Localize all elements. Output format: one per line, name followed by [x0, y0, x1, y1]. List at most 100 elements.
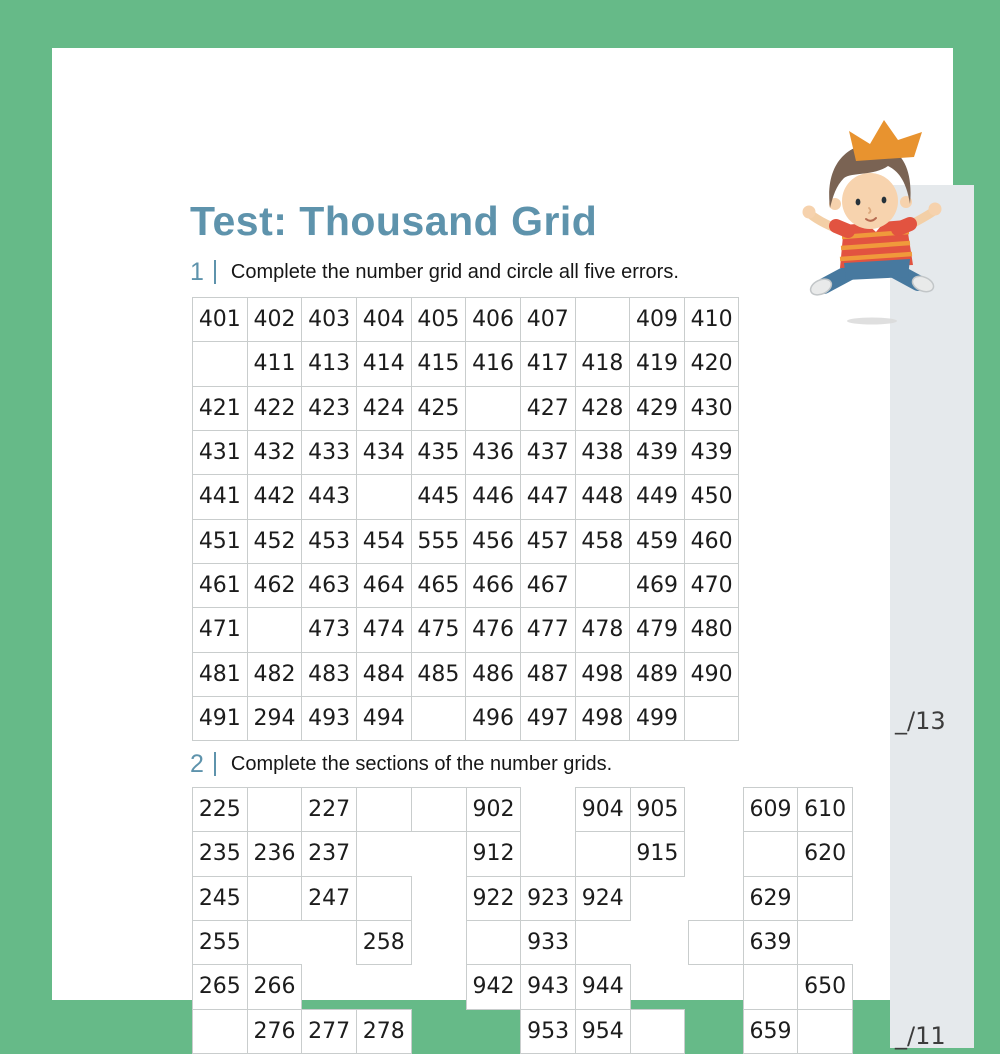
grid-cell[interactable]: 447 [519, 474, 576, 520]
grid-cell-blank[interactable] [742, 831, 799, 877]
grid-cell[interactable]: 454 [355, 518, 412, 564]
grid-cell[interactable]: 452 [246, 518, 303, 564]
grid-cell[interactable]: 431 [192, 429, 248, 476]
grid-cell[interactable]: 476 [465, 607, 521, 653]
grid-cell[interactable]: 456 [465, 518, 521, 564]
grid-cell[interactable]: 609 [742, 787, 799, 833]
grid-cell[interactable]: 471 [192, 607, 248, 653]
grid-cell-blank[interactable] [574, 831, 631, 877]
grid-cell[interactable]: 434 [355, 429, 412, 476]
grid-cell[interactable]: 265 [192, 964, 248, 1010]
grid-cell[interactable]: 420 [683, 341, 740, 387]
grid-cell[interactable]: 436 [465, 429, 521, 476]
grid-cell[interactable]: 610 [797, 787, 853, 833]
grid-cell[interactable]: 459 [629, 518, 685, 564]
grid-cell-blank[interactable] [574, 297, 631, 343]
grid-cell[interactable]: 255 [192, 919, 248, 966]
grid-cell-blank[interactable] [574, 562, 631, 609]
grid-cell[interactable]: 496 [465, 695, 521, 742]
grid-cell[interactable]: 428 [574, 385, 631, 431]
grid-cell[interactable]: 430 [683, 385, 740, 431]
grid-cell[interactable]: 477 [519, 607, 576, 653]
grid-cell[interactable]: 483 [301, 651, 357, 697]
grid-cell[interactable]: 482 [246, 651, 303, 697]
grid-cell[interactable]: 629 [742, 875, 799, 921]
grid-cell[interactable]: 943 [520, 964, 576, 1010]
grid-cell[interactable]: 469 [629, 562, 685, 609]
grid-cell[interactable]: 463 [301, 562, 357, 609]
grid-cell[interactable]: 650 [797, 964, 853, 1010]
grid-cell[interactable]: 461 [192, 562, 248, 609]
grid-cell-blank[interactable] [742, 964, 799, 1010]
grid-cell[interactable]: 278 [355, 1008, 412, 1054]
grid-cell[interactable]: 620 [797, 831, 853, 877]
grid-cell[interactable]: 915 [629, 831, 686, 877]
grid-cell[interactable]: 443 [301, 474, 357, 520]
grid-cell[interactable]: 954 [574, 1008, 631, 1054]
grid-cell[interactable]: 942 [465, 964, 522, 1010]
grid-cell[interactable]: 435 [410, 429, 467, 476]
grid-cell[interactable]: 924 [574, 875, 631, 921]
grid-cell[interactable]: 659 [742, 1008, 799, 1054]
grid-cell[interactable]: 409 [629, 297, 685, 343]
grid-cell[interactable]: 407 [519, 297, 576, 343]
grid-cell[interactable]: 247 [301, 875, 357, 921]
grid-cell[interactable]: 449 [629, 474, 685, 520]
grid-cell[interactable]: 470 [683, 562, 740, 609]
grid-cell[interactable]: 639 [742, 919, 799, 966]
grid-cell[interactable]: 415 [410, 341, 467, 387]
grid-cell[interactable]: 923 [520, 875, 576, 921]
grid-cell[interactable]: 245 [192, 875, 248, 921]
grid-cell[interactable]: 439 [683, 429, 740, 476]
grid-cell[interactable]: 448 [574, 474, 631, 520]
grid-cell-blank[interactable] [465, 919, 522, 966]
grid-cell-blank[interactable] [192, 1008, 248, 1054]
grid-cell[interactable]: 425 [410, 385, 467, 431]
grid-cell[interactable]: 458 [574, 518, 631, 564]
grid-cell[interactable]: 498 [574, 651, 631, 697]
grid-cell[interactable]: 432 [246, 429, 303, 476]
grid-cell-blank[interactable] [629, 1008, 686, 1054]
grid-cell[interactable]: 401 [192, 297, 248, 343]
grid-cell-blank[interactable] [411, 787, 467, 833]
grid-cell[interactable]: 953 [520, 1008, 576, 1054]
grid-cell-blank[interactable] [797, 1008, 853, 1054]
grid-cell[interactable]: 446 [465, 474, 521, 520]
grid-cell[interactable]: 467 [519, 562, 576, 609]
grid-cell-blank[interactable] [688, 919, 744, 966]
grid-cell[interactable]: 402 [246, 297, 303, 343]
grid-cell[interactable]: 497 [519, 695, 576, 742]
grid-cell[interactable]: 423 [301, 385, 357, 431]
grid-cell[interactable]: 441 [192, 474, 248, 520]
grid-cell[interactable]: 474 [355, 607, 412, 653]
grid-cell[interactable]: 499 [629, 695, 685, 742]
grid-cell[interactable]: 484 [355, 651, 412, 697]
grid-cell[interactable]: 421 [192, 385, 248, 431]
grid-cell[interactable]: 406 [465, 297, 521, 343]
grid-cell[interactable]: 417 [519, 341, 576, 387]
grid-cell[interactable]: 266 [246, 964, 303, 1010]
grid-cell[interactable]: 236 [246, 831, 303, 877]
grid-cell[interactable]: 491 [192, 695, 248, 742]
grid-cell[interactable]: 479 [629, 607, 685, 653]
score-field-question-2[interactable]: _/11 [895, 1022, 946, 1050]
grid-cell[interactable]: 422 [246, 385, 303, 431]
grid-cell-blank[interactable] [465, 385, 521, 431]
grid-cell[interactable]: 498 [574, 695, 631, 742]
grid-cell[interactable]: 404 [355, 297, 412, 343]
grid-cell[interactable]: 460 [683, 518, 740, 564]
score-field-question-1[interactable]: _/13 [895, 707, 946, 735]
grid-cell-blank[interactable] [410, 695, 467, 742]
grid-cell[interactable]: 485 [410, 651, 467, 697]
grid-cell[interactable]: 413 [301, 341, 357, 387]
grid-cell[interactable]: 411 [246, 341, 303, 387]
grid-cell[interactable]: 481 [192, 651, 248, 697]
grid-cell[interactable]: 237 [301, 831, 357, 877]
grid-cell[interactable]: 227 [301, 787, 357, 833]
grid-cell[interactable]: 494 [355, 695, 412, 742]
grid-cell[interactable]: 433 [301, 429, 357, 476]
grid-cell[interactable]: 450 [683, 474, 740, 520]
grid-cell[interactable]: 473 [301, 607, 357, 653]
grid-cell[interactable]: 277 [301, 1008, 357, 1054]
grid-cell-blank[interactable] [683, 695, 740, 742]
